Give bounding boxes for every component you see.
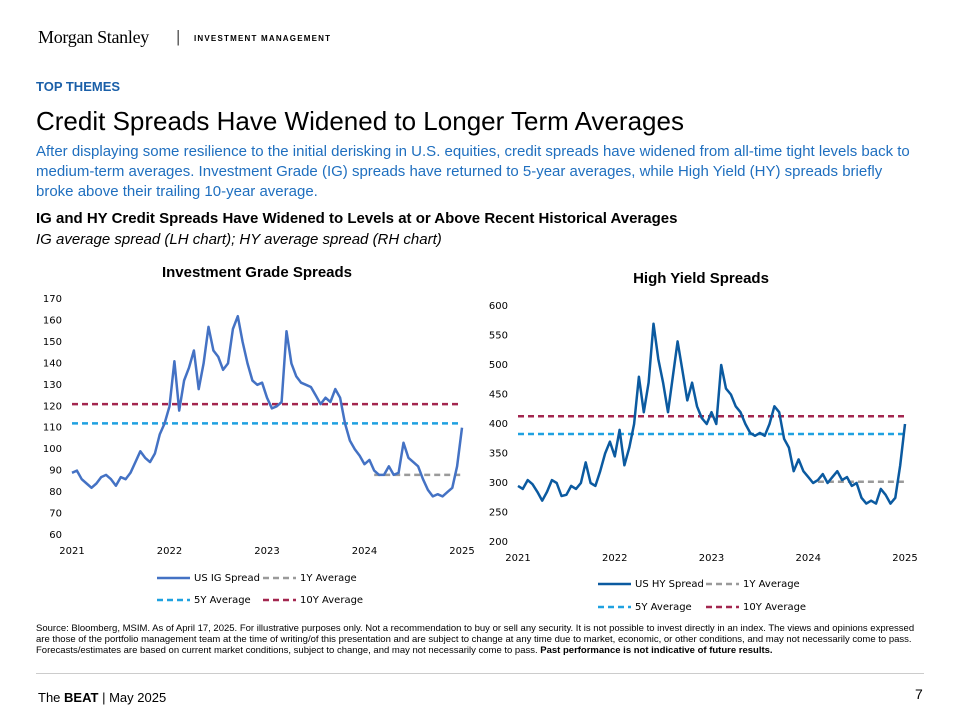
y-tick-label: 550 <box>489 331 508 342</box>
y-tick-label: 400 <box>489 419 508 430</box>
figure-title: IG and HY Credit Spreads Have Widened to… <box>36 210 678 227</box>
y-tick-label: 170 <box>43 294 62 305</box>
x-tick-label: 2025 <box>892 553 917 564</box>
footer: The BEAT | May 2025 <box>38 690 167 705</box>
chart-title: Investment Grade Spreads <box>162 264 352 281</box>
y-tick-label: 90 <box>49 466 62 477</box>
chart-title: High Yield Spreads <box>633 270 769 287</box>
y-tick-label: 300 <box>489 478 508 489</box>
y-tick-label: 160 <box>43 315 62 326</box>
legend-label: US HY Spread <box>635 579 704 590</box>
y-tick-label: 130 <box>43 380 62 391</box>
legend-label: 1Y Average <box>743 579 800 590</box>
y-tick-label: 140 <box>43 358 62 369</box>
y-tick-label: 120 <box>43 401 62 412</box>
y-tick-label: 500 <box>489 360 508 371</box>
x-tick-label: 2025 <box>449 546 474 557</box>
intro: After displaying some resilience to the … <box>36 143 910 200</box>
x-tick-label: 2021 <box>505 553 530 564</box>
legend-label: 5Y Average <box>194 595 251 606</box>
y-tick-label: 250 <box>489 508 508 519</box>
figure-subtitle: IG average spread (LH chart); HY average… <box>36 231 442 248</box>
source-note: Source: Bloomberg, MSIM. As of April 17,… <box>36 623 926 656</box>
y-tick-label: 70 <box>49 509 62 520</box>
logo: Morgan Stanley <box>38 27 149 47</box>
legend-label: 10Y Average <box>743 602 806 613</box>
y-tick-label: 80 <box>49 487 62 498</box>
legend-label: 5Y Average <box>635 602 692 613</box>
page-number: 7 <box>915 686 923 702</box>
x-tick-label: 2021 <box>59 546 84 557</box>
page-title: Credit Spreads Have Widened to Longer Te… <box>36 106 684 136</box>
x-tick-label: 2024 <box>796 553 821 564</box>
x-tick-label: 2023 <box>254 546 279 557</box>
x-tick-label: 2023 <box>699 553 724 564</box>
y-tick-label: 110 <box>43 423 62 434</box>
section-label: TOP THEMES <box>36 79 121 94</box>
y-tick-label: 600 <box>489 301 508 312</box>
y-tick-label: 350 <box>489 449 508 460</box>
y-tick-label: 60 <box>49 530 62 541</box>
x-tick-label: 2022 <box>602 553 627 564</box>
y-tick-label: 150 <box>43 337 62 348</box>
footer-brand: BEAT <box>64 690 99 705</box>
footer-date: May 2025 <box>109 690 167 705</box>
x-tick-label: 2024 <box>352 546 377 557</box>
y-tick-label: 100 <box>43 444 62 455</box>
y-tick-label: 200 <box>489 537 508 548</box>
spread-line <box>71 314 464 498</box>
footer-prefix: The <box>38 690 61 705</box>
divider: | <box>176 27 181 46</box>
source-disclaimer: Past performance is not indicative of fu… <box>540 645 773 656</box>
source-text: Source: Bloomberg, MSIM. As of April 17,… <box>36 623 915 656</box>
legend-label: US IG Spread <box>194 573 260 584</box>
spread-line <box>517 322 907 505</box>
x-tick-label: 2022 <box>157 546 182 557</box>
footer-rule <box>36 673 924 674</box>
legend-label: 10Y Average <box>300 595 363 606</box>
y-tick-label: 450 <box>489 390 508 401</box>
legend-label: 1Y Average <box>300 573 357 584</box>
division: INVESTMENT MANAGEMENT <box>194 34 332 43</box>
